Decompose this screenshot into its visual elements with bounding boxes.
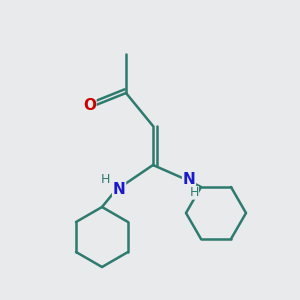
- Text: N: N: [183, 172, 195, 187]
- Text: H: H: [101, 172, 111, 186]
- Text: O: O: [83, 98, 96, 112]
- Text: N: N: [113, 182, 125, 196]
- Text: H: H: [189, 186, 199, 200]
